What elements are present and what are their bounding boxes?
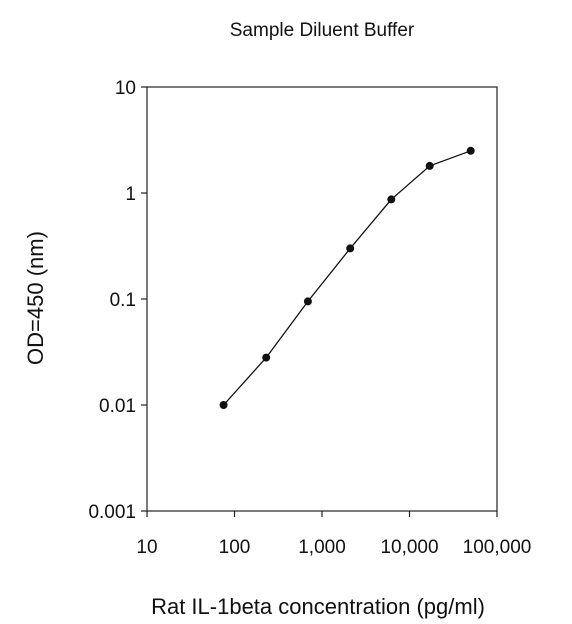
data-point	[466, 146, 475, 155]
plot-area	[146, 86, 498, 512]
y-tick-label: 0.001	[88, 502, 136, 523]
x-axis: 10 100 1,000 10,000 100,000	[136, 511, 531, 558]
data-point	[346, 244, 355, 253]
x-tick-label: 100,000	[463, 537, 532, 558]
data-point	[303, 297, 312, 306]
y-tick-label: 10	[115, 78, 136, 99]
y-tick-label: 0.01	[99, 396, 136, 417]
chart-title: Sample Diluent Buffer	[230, 20, 415, 41]
y-tick-label: 1	[125, 184, 136, 205]
series-line	[223, 150, 471, 406]
y-tick-label: 0.1	[110, 290, 136, 311]
series-layer	[219, 146, 475, 409]
plot-frame	[146, 86, 498, 512]
y-axis: 0.001 0.01 0.1 1 10	[88, 78, 147, 523]
x-tick-label: 1,000	[298, 537, 346, 558]
y-axis-label: OD=450 (nm)	[23, 231, 48, 365]
x-tick-label: 100	[219, 537, 251, 558]
x-tick-label: 10	[136, 537, 157, 558]
x-tick-label: 10,000	[380, 537, 438, 558]
data-point	[219, 401, 228, 409]
data-point	[425, 161, 434, 170]
x-axis-label: Rat IL-1beta concentration (pg/ml)	[151, 594, 485, 619]
data-point	[387, 195, 396, 204]
data-point	[262, 353, 271, 362]
